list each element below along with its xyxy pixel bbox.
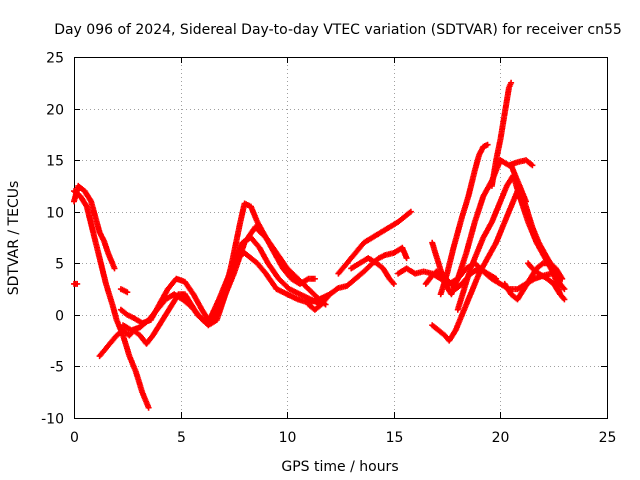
series-track-8 [209, 224, 329, 323]
plot-frame [74, 57, 608, 419]
series-track-22 [525, 260, 568, 303]
x-axis-label: GPS time / hours [281, 459, 398, 475]
series-track-10 [335, 208, 414, 277]
data-point [111, 265, 118, 272]
series-track-19 [508, 162, 568, 293]
data-point [390, 280, 397, 287]
x-tick-label: 20 [492, 430, 510, 446]
data-point [74, 280, 81, 287]
y-tick-labels: -10 -5 0 5 10 15 20 25 [41, 51, 64, 428]
x-tick-label: 25 [599, 430, 617, 446]
series-track-17 [488, 79, 515, 189]
x-tick-labels: 0 5 10 15 20 25 [70, 430, 616, 446]
data-point [311, 275, 318, 282]
series-track-2 [71, 182, 118, 272]
data-point [145, 404, 152, 411]
y-tick-label: 10 [46, 206, 64, 222]
series-track-5 [96, 250, 333, 360]
x-tick-label: 0 [70, 430, 79, 446]
series-track-16 [429, 157, 536, 298]
grid [74, 57, 607, 418]
y-tick-label: -5 [50, 360, 64, 376]
y-tick-label: 5 [55, 257, 64, 273]
data-point [124, 289, 131, 296]
y-tick-label: 25 [46, 51, 64, 67]
series-track-9 [305, 244, 410, 313]
y-axis-label: SDTVAR / TECUs [6, 181, 22, 296]
data-point [561, 296, 568, 303]
series-track-1 [71, 280, 81, 287]
y-tick-label: 0 [55, 309, 64, 325]
data-point [484, 141, 491, 148]
data-marks [71, 79, 568, 411]
data-point [559, 275, 566, 282]
x-tick-label: 10 [279, 430, 297, 446]
series-track-11 [348, 255, 397, 287]
x-tick-label: 5 [177, 430, 186, 446]
ticks [74, 57, 608, 419]
x-tick-label: 15 [386, 430, 404, 446]
series-track-7 [120, 234, 325, 334]
series-track-4 [117, 286, 131, 296]
data-point [407, 208, 414, 215]
data-point [403, 255, 410, 262]
y-tick-label: -10 [41, 412, 64, 428]
chart-title: Day 096 of 2024, Sidereal Day-to-day VTE… [54, 22, 622, 38]
series-track-3 [71, 188, 152, 411]
y-tick-label: 20 [46, 103, 64, 119]
data-point [561, 286, 568, 293]
series-track-15 [437, 141, 491, 298]
y-tick-label: 15 [46, 154, 64, 170]
data-point [508, 79, 515, 86]
data-point [529, 162, 536, 169]
